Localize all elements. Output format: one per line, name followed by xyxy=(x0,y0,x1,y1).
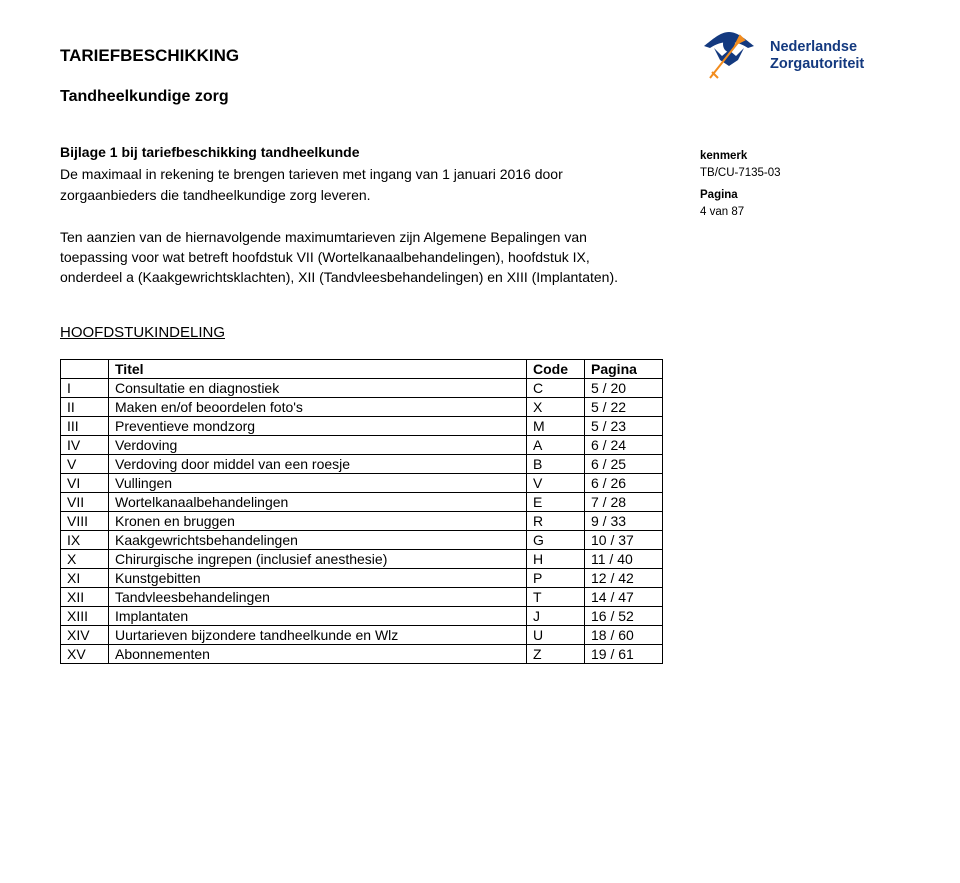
th-code: Code xyxy=(527,359,585,378)
cell-page: 10 / 37 xyxy=(585,530,663,549)
cell-page: 19 / 61 xyxy=(585,644,663,663)
cell-code: Z xyxy=(527,644,585,663)
table-row: VVerdoving door middel van een roesjeB6 … xyxy=(61,454,663,473)
cell-rn: XIII xyxy=(61,606,109,625)
cell-page: 6 / 25 xyxy=(585,454,663,473)
cell-title: Vullingen xyxy=(109,473,527,492)
table-row: IIIPreventieve mondzorgM5 / 23 xyxy=(61,416,663,435)
th-title: Titel xyxy=(109,359,527,378)
cell-code: B xyxy=(527,454,585,473)
th-page: Pagina xyxy=(585,359,663,378)
cell-title: Implantaten xyxy=(109,606,527,625)
cell-code: P xyxy=(527,568,585,587)
cell-page: 6 / 26 xyxy=(585,473,663,492)
cell-page: 5 / 22 xyxy=(585,397,663,416)
table-row: XIKunstgebittenP12 / 42 xyxy=(61,568,663,587)
cell-title: Wortelkanaalbehandelingen xyxy=(109,492,527,511)
kenmerk-label: kenmerk xyxy=(700,148,781,165)
cell-rn: IV xyxy=(61,435,109,454)
cell-code: M xyxy=(527,416,585,435)
cell-rn: XII xyxy=(61,587,109,606)
cell-page: 18 / 60 xyxy=(585,625,663,644)
brand-text: Nederlandse Zorgautoriteit xyxy=(770,39,864,74)
cell-code: U xyxy=(527,625,585,644)
cell-rn: VI xyxy=(61,473,109,492)
cell-title: Kunstgebitten xyxy=(109,568,527,587)
cell-page: 6 / 24 xyxy=(585,435,663,454)
cell-title: Kaakgewrichtsbehandelingen xyxy=(109,530,527,549)
intro-body: De maximaal in rekening te brengen tarie… xyxy=(60,164,620,205)
table-row: IIMaken en/of beoordelen foto'sX5 / 22 xyxy=(61,397,663,416)
eagle-sword-icon xyxy=(700,26,758,86)
table-row: VIVullingenV6 / 26 xyxy=(61,473,663,492)
cell-page: 12 / 42 xyxy=(585,568,663,587)
section-heading: HOOFDSTUKINDELING xyxy=(60,324,900,341)
cell-title: Tandvleesbehandelingen xyxy=(109,587,527,606)
table-row: IConsultatie en diagnostiekC5 / 20 xyxy=(61,378,663,397)
cell-rn: II xyxy=(61,397,109,416)
cell-code: A xyxy=(527,435,585,454)
cell-code: J xyxy=(527,606,585,625)
document-page: Nederlandse Zorgautoriteit kenmerk TB/CU… xyxy=(0,0,960,704)
cell-page: 5 / 23 xyxy=(585,416,663,435)
brand-line1: Nederlandse xyxy=(770,39,864,56)
cell-title: Verdoving xyxy=(109,435,527,454)
cell-title: Maken en/of beoordelen foto's xyxy=(109,397,527,416)
cell-code: X xyxy=(527,397,585,416)
kenmerk-value: TB/CU-7135-03 xyxy=(700,165,781,182)
table-row: XIITandvleesbehandelingenT14 / 47 xyxy=(61,587,663,606)
table-row: XChirurgische ingrepen (inclusief anesth… xyxy=(61,549,663,568)
pagina-value: 4 van 87 xyxy=(700,204,781,221)
cell-code: V xyxy=(527,473,585,492)
cell-rn: X xyxy=(61,549,109,568)
cell-code: G xyxy=(527,530,585,549)
cell-title: Uurtarieven bijzondere tandheelkunde en … xyxy=(109,625,527,644)
cell-page: 7 / 28 xyxy=(585,492,663,511)
table-row: XIIIImplantatenJ16 / 52 xyxy=(61,606,663,625)
cell-page: 14 / 47 xyxy=(585,587,663,606)
cell-rn: V xyxy=(61,454,109,473)
cell-title: Preventieve mondzorg xyxy=(109,416,527,435)
table-row: VIIWortelkanaalbehandelingenE7 / 28 xyxy=(61,492,663,511)
table-row: IXKaakgewrichtsbehandelingenG10 / 37 xyxy=(61,530,663,549)
paragraph-scope: Ten aanzien van de hiernavolgende maximu… xyxy=(60,227,620,288)
table-row: XIVUurtarieven bijzondere tandheelkunde … xyxy=(61,625,663,644)
cell-code: H xyxy=(527,549,585,568)
cell-code: T xyxy=(527,587,585,606)
brand-line2: Zorgautoriteit xyxy=(770,56,864,73)
table-row: XVAbonnementenZ19 / 61 xyxy=(61,644,663,663)
intro-heading: Bijlage 1 bij tariefbeschikking tandheel… xyxy=(60,142,620,162)
cell-rn: VIII xyxy=(61,511,109,530)
cell-title: Kronen en bruggen xyxy=(109,511,527,530)
cell-rn: IX xyxy=(61,530,109,549)
th-roman xyxy=(61,359,109,378)
cell-title: Chirurgische ingrepen (inclusief anesthe… xyxy=(109,549,527,568)
table-row: IVVerdovingA6 / 24 xyxy=(61,435,663,454)
chapter-table: Titel Code Pagina IConsultatie en diagno… xyxy=(60,359,663,664)
cell-page: 16 / 52 xyxy=(585,606,663,625)
pagina-label: Pagina xyxy=(700,187,781,204)
cell-title: Abonnementen xyxy=(109,644,527,663)
table-row: VIIIKronen en bruggenR9 / 33 xyxy=(61,511,663,530)
cell-rn: XV xyxy=(61,644,109,663)
cell-rn: I xyxy=(61,378,109,397)
cell-page: 5 / 20 xyxy=(585,378,663,397)
cell-code: E xyxy=(527,492,585,511)
cell-page: 9 / 33 xyxy=(585,511,663,530)
cell-code: R xyxy=(527,511,585,530)
cell-rn: VII xyxy=(61,492,109,511)
cell-rn: XIV xyxy=(61,625,109,644)
doc-meta: kenmerk TB/CU-7135-03 Pagina 4 van 87 xyxy=(700,148,781,221)
cell-title: Verdoving door middel van een roesje xyxy=(109,454,527,473)
table-header-row: Titel Code Pagina xyxy=(61,359,663,378)
brand-logo: Nederlandse Zorgautoriteit xyxy=(700,26,864,86)
cell-rn: III xyxy=(61,416,109,435)
cell-code: C xyxy=(527,378,585,397)
intro-block: Bijlage 1 bij tariefbeschikking tandheel… xyxy=(60,142,620,205)
cell-rn: XI xyxy=(61,568,109,587)
page-subtitle: Tandheelkundige zorg xyxy=(60,88,900,106)
cell-page: 11 / 40 xyxy=(585,549,663,568)
cell-title: Consultatie en diagnostiek xyxy=(109,378,527,397)
